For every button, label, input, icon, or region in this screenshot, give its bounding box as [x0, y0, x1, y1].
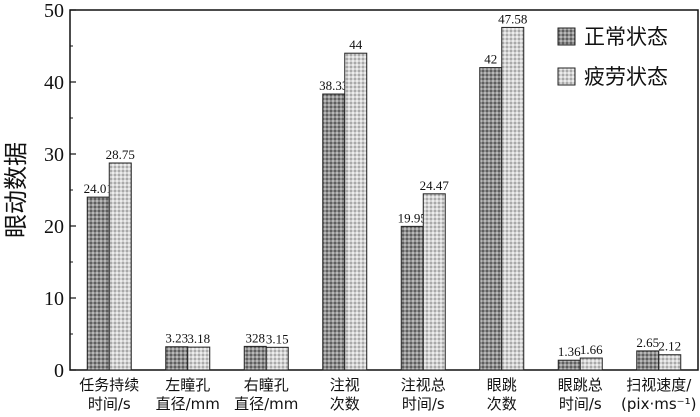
bar-value-label: 3.18	[187, 331, 210, 346]
x-category-label: 次数	[487, 395, 517, 413]
bar-normal	[479, 67, 503, 371]
x-category-label: 右瞳孔	[244, 376, 289, 394]
x-category-label: 直径/mm	[234, 395, 298, 413]
bar-value-label: 28.75	[106, 147, 135, 162]
legend-swatch-normal	[557, 27, 576, 46]
x-category-label: 注视	[330, 376, 360, 394]
x-category-label: 眼跳	[487, 376, 517, 394]
x-category-label: (pix·ms⁻¹)	[621, 395, 696, 413]
x-category-label: 扫视速度/	[626, 376, 692, 394]
y-tick-label: 50	[44, 0, 64, 22]
x-category-label: 直径/mm	[156, 395, 220, 413]
bar-fatigue	[265, 346, 289, 371]
bar-fatigue	[658, 354, 682, 371]
bar-normal	[322, 93, 346, 371]
x-category-label: 注视总	[401, 376, 446, 394]
bar-value-label: 2.12	[658, 339, 681, 354]
x-category-label: 眼跳总	[558, 376, 603, 394]
bar-value-label: 19.95	[398, 210, 427, 225]
bar-value-label: 44	[349, 37, 363, 52]
bar-value-label: 42	[484, 52, 497, 67]
bar-value-label: 3.15	[266, 331, 289, 346]
bar-normal	[400, 225, 424, 371]
bar-normal	[636, 350, 660, 371]
bar-value-label: 3.23	[165, 331, 188, 346]
x-category-label: 左瞳孔	[165, 376, 210, 394]
bar-value-label: 24.47	[420, 178, 450, 193]
bar-fatigue	[422, 193, 446, 371]
legend-label: 正常状态	[584, 25, 668, 49]
bar-value-label: 1.66	[580, 342, 603, 357]
bar-fatigue	[108, 162, 132, 371]
bar-fatigue	[501, 26, 525, 371]
y-tick-label: 0	[54, 360, 64, 382]
bar-normal	[557, 359, 581, 371]
bar-normal	[243, 345, 267, 371]
plot-frame	[69, 9, 699, 371]
bar-value-label: 47.58	[498, 11, 527, 26]
bar-value-label: 2.65	[636, 335, 659, 350]
x-category-label: 任务持续	[79, 376, 139, 394]
bar-fatigue	[344, 52, 368, 371]
y-tick-label: 40	[44, 72, 64, 94]
y-tick-label: 20	[44, 216, 64, 238]
y-axis-label: 眼动数据	[2, 142, 30, 238]
bar-value-label: 24.01	[84, 181, 113, 196]
x-category-label: 次数	[330, 395, 360, 413]
bar-fatigue	[579, 357, 603, 371]
bar-normal	[86, 196, 110, 371]
bar-value-label: 38.33	[319, 78, 348, 93]
bar-normal	[165, 346, 189, 371]
y-tick-label: 10	[44, 288, 64, 310]
y-tick-label: 30	[44, 144, 64, 166]
bar-value-label: 328	[246, 330, 266, 345]
x-category-label: 时间/s	[559, 395, 602, 413]
bar-fatigue	[187, 346, 211, 371]
x-category-label: 时间/s	[88, 395, 131, 413]
x-category-label: 时间/s	[402, 395, 445, 413]
legend-label: 疲劳状态	[584, 65, 668, 89]
bar-value-label: 1.36	[558, 344, 581, 359]
legend-swatch-fatigue	[557, 67, 576, 86]
